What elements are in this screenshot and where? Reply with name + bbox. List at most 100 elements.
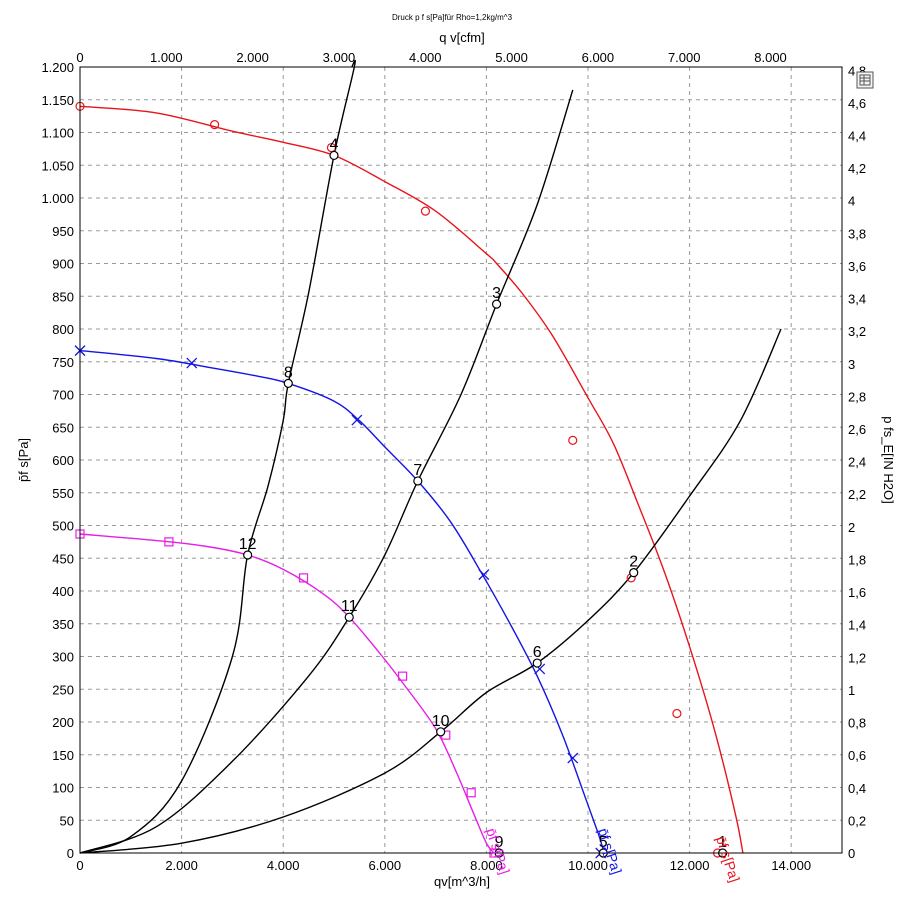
operating-point-label: 7 [413,462,422,479]
y-tick-label: 250 [52,682,74,697]
operating-point [491,299,502,309]
y2-tick-label: 0,6 [848,748,866,763]
y-tick-label: 1.200 [41,60,74,75]
x2-axis-label: q v[cfm] [439,30,485,45]
y2-tick-label: 2,6 [848,422,866,437]
y-tick-label: 950 [52,224,74,239]
x-tick-label: 14.000 [771,858,811,873]
curve-marker [164,537,174,547]
operating-point [629,568,639,578]
plot-frame [79,66,843,854]
curve-marker [186,357,198,369]
x-axis-label: qv[m^3/h] [434,874,490,889]
curve-marker [298,573,309,583]
y-tick-label: 800 [52,322,74,337]
x2-tick-label: 2.000 [236,50,269,65]
y-tick-label: 1.000 [41,191,74,206]
operating-point [344,612,354,622]
operating-point [413,476,423,486]
operating-point-label: 5 [599,834,608,851]
curve-line-0 [79,105,744,854]
tick-labels: 0 2.000 4.000 6.000 8.000 10.000 12.000 14.0000… [41,50,866,873]
y-tick-label: 1.050 [41,158,74,173]
operating-point-label: 1 [718,834,727,851]
x-tick-label: 12.000 [670,858,710,873]
x2-tick-label: 6.000 [582,50,615,65]
operating-point [243,550,253,560]
y2-tick-label: 2,8 [848,389,866,404]
y2-tick-label: 4,2 [848,161,866,176]
y2-tick-label: 1 [848,683,855,698]
operating-point-label: 10 [432,713,450,730]
y-tick-label: 400 [52,584,74,599]
curve-marker [568,435,578,445]
y-tick-label: 150 [52,748,74,763]
x2-tick-label: 7.000 [668,50,701,65]
y2-tick-label: 3,8 [848,226,866,241]
x-tick-label: 10.000 [568,858,608,873]
y-tick-label: 50 [60,813,74,828]
y2-tick-label: 3,4 [848,292,866,307]
y2-tick-label: 1,2 [848,650,866,665]
operating-point-label: 12 [239,536,257,553]
y-tick-label: 200 [52,715,74,730]
y2-tick-label: 3,2 [848,324,866,339]
export-icon[interactable] [856,71,874,89]
y-tick-label: 100 [52,781,74,796]
x2-tick-label: 0 [76,50,83,65]
y-tick-label: 650 [52,420,74,435]
operating-point-label: 9 [495,834,504,851]
x2-tick-label: 3.000 [323,50,356,65]
y-tick-label: 550 [52,486,74,501]
y2-tick-label: 0,8 [848,716,866,731]
y2-tick-label: 0,2 [848,813,866,828]
y-tick-label: 900 [52,257,74,272]
x2-tick-label: 1.000 [150,50,183,65]
y-tick-label: 1.150 [41,93,74,108]
y-tick-label: 300 [52,650,74,665]
x-tick-label: 4.000 [267,858,300,873]
y-tick-label: 500 [52,519,74,534]
y-tick-label: 600 [52,453,74,468]
curve-marker [466,788,476,798]
curve-line-2 [79,533,495,854]
chart-title: Druck p f s[Pa]für Rho=1,2kg/m^3 [392,13,513,22]
y2-tick-label: 1,6 [848,585,866,600]
y-axis-label: p̄f s[Pa] [16,438,31,482]
operating-point-label: 2 [629,554,638,571]
x2-tick-label: 8.000 [754,50,787,65]
x2-tick-label: 5.000 [495,50,528,65]
y2-tick-label: 2,2 [848,487,866,502]
y2-tick-label: 1,4 [848,618,866,633]
y2-tick-label: 4,6 [848,96,866,111]
y2-tick-label: 0 [848,846,855,861]
y2-tick-label: 0,4 [848,781,866,796]
operating-point-label: 4 [330,136,339,153]
y-tick-label: 1.100 [41,126,74,141]
y-tick-label: 450 [52,551,74,566]
curve-marker [397,671,408,681]
curve-marker [351,414,363,426]
operating-point-label: 3 [492,285,501,302]
operating-point-label: 6 [533,644,542,661]
y2-tick-label: 4 [848,194,855,209]
operating-point [436,727,446,737]
operating-point [532,658,542,668]
y2-tick-label: 1,8 [848,552,866,567]
y-tick-label: 0 [67,846,74,861]
curve-line-5 [79,328,782,854]
x2-tick-label: 4.000 [409,50,442,65]
y-tick-label: 700 [52,388,74,403]
y-tick-label: 750 [52,355,74,370]
y2-tick-label: 2,4 [848,455,866,470]
operating-point-label: 11 [341,598,358,615]
operating-point [283,378,293,388]
curve-marker [210,120,220,130]
y2-tick-label: 2 [848,520,855,535]
x-tick-label: 6.000 [369,858,402,873]
x-tick-label: 0 [76,858,83,873]
y2-tick-label: 3,6 [848,259,866,274]
curve-marker [567,752,579,764]
